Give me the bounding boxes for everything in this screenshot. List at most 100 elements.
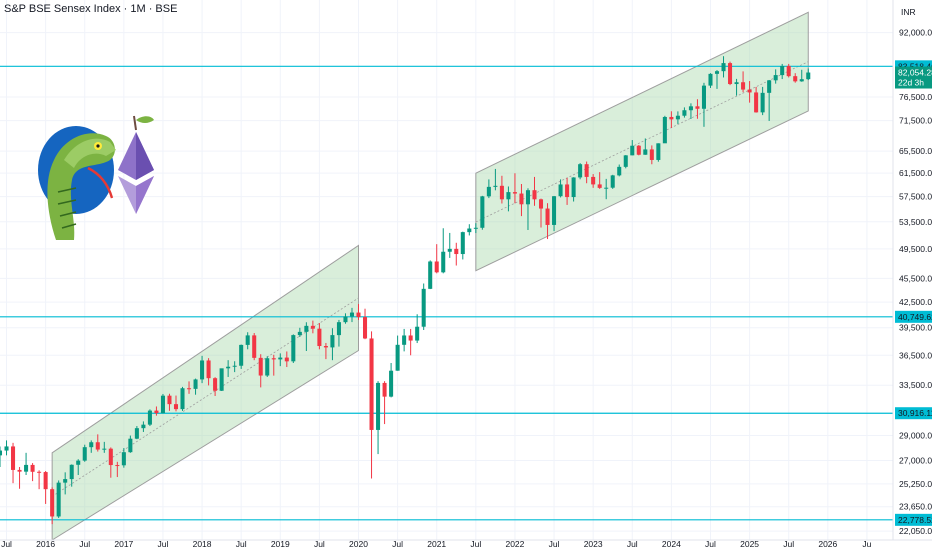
candle: [558, 179, 563, 198]
candle: [128, 435, 133, 453]
candle-body: [467, 228, 472, 233]
candle: [421, 283, 426, 330]
candle-body: [558, 184, 563, 197]
candle-body: [310, 325, 315, 329]
candle-body: [669, 116, 674, 120]
candle-body: [636, 145, 641, 155]
candle: [310, 320, 315, 334]
candle-body: [349, 312, 355, 317]
candle-body: [532, 190, 537, 200]
candle-body: [258, 357, 263, 376]
candle-body: [434, 261, 439, 273]
candle: [369, 331, 374, 479]
candle: [669, 111, 674, 128]
candle-body: [69, 464, 74, 480]
candle-body: [141, 424, 146, 429]
candle: [499, 175, 504, 204]
candle: [245, 332, 250, 350]
candle: [108, 447, 113, 478]
candle: [636, 145, 641, 156]
candles[interactable]: [0, 56, 811, 525]
candle: [252, 333, 257, 361]
snake-icon: [38, 126, 116, 240]
candle-body: [662, 116, 667, 144]
candle-body: [343, 316, 348, 323]
time-tick-label: 2018: [193, 539, 212, 549]
candle-body: [597, 184, 602, 188]
candle: [552, 195, 557, 232]
candle: [389, 362, 394, 398]
candle-body: [395, 344, 400, 371]
candle-body: [506, 192, 511, 200]
candle-body: [115, 465, 120, 467]
candle-body: [447, 248, 452, 252]
candle-body: [304, 325, 309, 332]
candle: [278, 353, 283, 367]
candle: [297, 327, 302, 338]
candle-body: [95, 442, 100, 450]
time-tick-label: 2016: [36, 539, 55, 549]
candle: [793, 73, 798, 83]
candle-body: [441, 251, 446, 273]
candle: [82, 444, 87, 462]
candle-body: [89, 442, 94, 448]
level-tag-label: 83,518.46: [898, 61, 932, 71]
time-axis[interactable]: Jul 2016 Jul 2017 Jul 2018 Jul 2019 Jul 2020 Jul 20…: [1, 539, 872, 549]
candle: [486, 179, 491, 199]
candle-body: [239, 344, 244, 366]
candle: [454, 242, 459, 266]
candle-body: [219, 368, 224, 391]
price-tick-label: 92,000.00: [899, 28, 932, 38]
candle-body: [323, 346, 328, 348]
candle: [512, 173, 517, 204]
candle-body: [525, 190, 530, 205]
candle: [376, 381, 381, 455]
candle: [226, 360, 231, 377]
candle: [584, 161, 589, 184]
level-tag-label: 40,749.62: [898, 312, 932, 322]
candle: [799, 69, 804, 82]
candle: [578, 163, 583, 180]
candle: [63, 472, 68, 495]
price-tick-label: 71,500.00: [899, 116, 932, 126]
price-axis[interactable]: 92,000.00 76,500.00 71,500.00 65,500.00 61,5…: [899, 28, 932, 537]
candle: [147, 409, 152, 427]
candle: [173, 395, 179, 412]
candle-body: [376, 382, 381, 430]
candle: [213, 377, 218, 396]
candle-body: [408, 335, 413, 341]
candle-body: [780, 65, 785, 76]
candle-body: [63, 479, 68, 483]
candle-body: [37, 471, 42, 473]
candle-body: [291, 335, 296, 362]
level-tag: [895, 513, 932, 526]
candle: [291, 334, 296, 363]
candle: [780, 63, 785, 80]
ethereum-icon: [118, 132, 154, 214]
candle: [604, 178, 609, 200]
candle-body: [56, 482, 61, 517]
candle-body: [754, 92, 759, 113]
candle-body: [799, 79, 804, 82]
candle-body: [695, 106, 700, 109]
candle: [206, 358, 211, 386]
price-tick-label: 65,500.00: [899, 146, 932, 156]
candle: [591, 174, 596, 188]
candle-body: [571, 177, 576, 198]
price-tick-label: 61,500.00: [899, 168, 932, 178]
candle: [4, 440, 9, 456]
candle: [741, 71, 746, 93]
price-tick-label: 33,500.00: [899, 380, 932, 390]
time-tick-label: 2023: [584, 539, 603, 549]
candle: [69, 464, 74, 487]
candle: [649, 145, 654, 165]
candle-body: [728, 63, 733, 85]
candle-body: [682, 110, 687, 116]
candle-body: [806, 72, 811, 80]
candle-body: [721, 63, 726, 72]
candle: [473, 223, 478, 234]
candle: [382, 381, 387, 425]
candle-body: [102, 448, 107, 450]
candle-body: [415, 326, 420, 341]
